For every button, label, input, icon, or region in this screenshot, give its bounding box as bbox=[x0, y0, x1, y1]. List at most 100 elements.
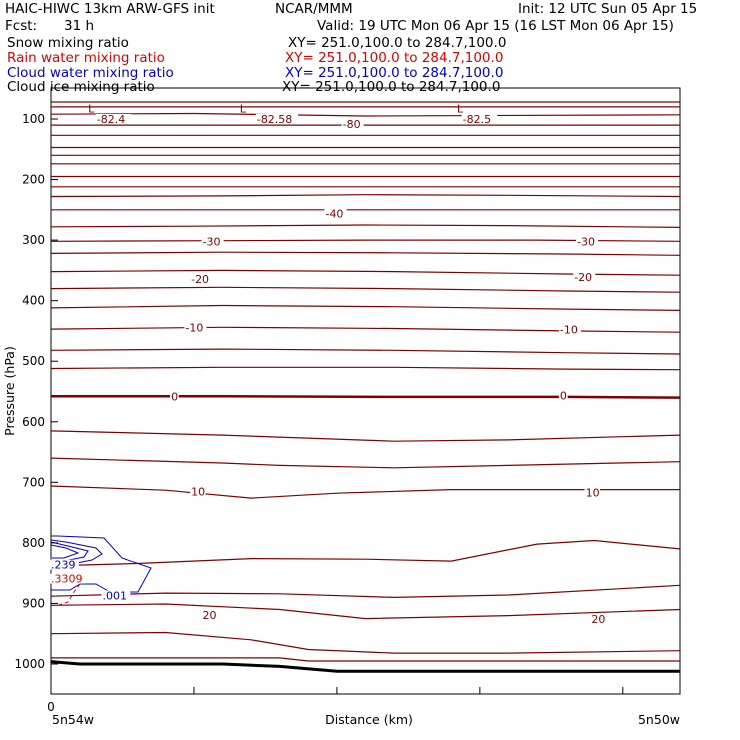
contour-label: 20 bbox=[591, 613, 605, 626]
temperature-contour-line bbox=[51, 395, 681, 399]
contour-label-backing bbox=[255, 114, 299, 124]
contour-label: -10 bbox=[560, 324, 578, 337]
temperature-contour-line bbox=[50, 430, 681, 442]
contour-label: -20 bbox=[574, 271, 592, 284]
temperature-contour-line bbox=[50, 251, 681, 256]
temperature-contour-line bbox=[50, 603, 681, 620]
contour-label-backing bbox=[461, 114, 498, 124]
model-title: HAIC-HIWC 13km ARW-GFS init bbox=[5, 1, 215, 17]
contour-label: L bbox=[240, 103, 247, 116]
contour-label-backing bbox=[201, 609, 217, 620]
contour-label-backing bbox=[50, 559, 79, 570]
field-xy-rain: XY= 251.0,100.0 to 284.7,100.0 bbox=[285, 50, 504, 66]
x-tick-label: 0 bbox=[47, 700, 55, 714]
contour-label: 10 bbox=[586, 487, 600, 500]
contour-label: .3309 bbox=[51, 573, 83, 586]
contour-label-backing bbox=[590, 614, 606, 625]
field-label-snow: Snow mixing ratio bbox=[7, 35, 129, 51]
temperature-contour-line bbox=[50, 326, 681, 333]
y-tick-label: 900 bbox=[22, 596, 45, 610]
contour-label-backing bbox=[341, 118, 364, 129]
y-tick-label: 700 bbox=[22, 475, 45, 489]
contour-label: -30 bbox=[203, 235, 221, 248]
x-start-label: 5n54w bbox=[52, 712, 94, 727]
temperature-contours bbox=[50, 101, 681, 673]
temperature-contour-line bbox=[50, 304, 681, 311]
contour-label: -82.5 bbox=[463, 113, 491, 126]
contour-label: -10 bbox=[185, 321, 203, 334]
temperature-contour-line bbox=[50, 631, 681, 654]
contour-label-backing bbox=[50, 573, 86, 584]
field-label-cloud-ice: Cloud ice mixing ratio bbox=[7, 79, 155, 95]
temperature-contour-line bbox=[50, 269, 681, 276]
temperature-contour-line bbox=[50, 348, 681, 355]
contour-label-backing bbox=[558, 390, 568, 401]
field-xy-cloud-ice: XY= 251.0,100.0 to 284.7,100.0 bbox=[282, 79, 501, 95]
temperature-contour-line bbox=[50, 224, 681, 228]
contour-label-backing bbox=[573, 272, 596, 283]
contour-label-backing bbox=[170, 391, 179, 402]
contour-label-backing bbox=[201, 236, 224, 247]
contour-label: -82.4 bbox=[97, 113, 125, 126]
contour-label: .001 bbox=[102, 590, 127, 603]
contour-label: 0 bbox=[171, 390, 178, 403]
y-axis-label: Pressure (hPa) bbox=[2, 346, 17, 436]
rain-water-contours bbox=[55, 583, 81, 607]
org-label: NCAR/MMM bbox=[275, 1, 353, 17]
contour-label-backing bbox=[184, 322, 207, 333]
contour-label: -40 bbox=[325, 207, 343, 220]
ground-surface-line bbox=[50, 660, 680, 673]
plot-frame bbox=[50, 87, 681, 695]
init-time: Init: 12 UTC Sun 05 Apr 15 bbox=[518, 1, 698, 17]
contour-label: -20 bbox=[191, 273, 209, 286]
temperature-contour-line bbox=[50, 457, 681, 469]
contour-label-backing bbox=[584, 487, 601, 498]
contour-label: 10 bbox=[191, 485, 205, 498]
temperature-contour-line bbox=[50, 539, 681, 567]
temperature-contour-line bbox=[50, 485, 680, 499]
field-label-rain: Rain water mixing ratio bbox=[7, 50, 165, 66]
contour-label-backing bbox=[190, 486, 206, 497]
x-axis: 0 bbox=[47, 687, 624, 714]
contour-label: L bbox=[88, 103, 95, 116]
contour-label: L bbox=[457, 103, 464, 116]
cloud-water-contour bbox=[51, 535, 152, 593]
y-tick-label: 1000 bbox=[14, 657, 45, 671]
y-tick-label: 300 bbox=[22, 233, 45, 247]
temperature-contour-line bbox=[50, 366, 681, 371]
temperature-contour-line bbox=[51, 657, 680, 662]
contour-labels: L-82.4L-82.58 -80L-82.5-40-30 -30-20 -20-10… bbox=[50, 103, 606, 626]
contour-label: 20 bbox=[203, 609, 217, 622]
y-tick-label: 100 bbox=[22, 112, 45, 126]
temperature-contour-line bbox=[50, 286, 681, 293]
contour-label-backing bbox=[95, 114, 132, 124]
temperature-contour-line bbox=[50, 112, 681, 117]
contour-label-backing bbox=[190, 273, 213, 284]
y-tick-label: 500 bbox=[22, 354, 45, 368]
y-tick-label: 200 bbox=[22, 173, 45, 187]
temperature-contour-line bbox=[50, 584, 681, 599]
contour-label: -30 bbox=[577, 235, 595, 248]
y-tick-label: 400 bbox=[22, 294, 45, 308]
contour-label-backing bbox=[558, 324, 582, 335]
x-end-label: 5n50w bbox=[638, 712, 680, 727]
y-axis: 100 200 300 400 500 600 700 800 900 1000 bbox=[14, 112, 58, 671]
cloud-water-contour bbox=[50, 544, 80, 559]
forecast-label: Fcst: bbox=[5, 18, 38, 34]
y-tick-label: 800 bbox=[22, 536, 45, 550]
field-xy-cloud-water: XY= 251.0,100.0 to 284.7,100.0 bbox=[285, 65, 504, 81]
contour-label: 0 bbox=[560, 390, 567, 403]
temperature-contour-line bbox=[50, 194, 681, 198]
rain-water-contour bbox=[55, 583, 81, 607]
contour-label: -80 bbox=[343, 118, 361, 131]
x-axis-label: Distance (km) bbox=[325, 712, 413, 727]
y-tick-label: 600 bbox=[22, 415, 45, 429]
contour-label-backing bbox=[101, 590, 131, 601]
forecast-hours: 31 h bbox=[64, 18, 95, 34]
valid-time: Valid: 19 UTC Mon 06 Apr 15 (16 LST Mon … bbox=[317, 18, 674, 34]
contour-label: -82.58 bbox=[257, 113, 292, 126]
contour-label: .239 bbox=[51, 559, 76, 572]
field-xy-snow: XY= 251.0,100.0 to 284.7,100.0 bbox=[288, 35, 507, 51]
field-label-cloud-water: Cloud water mixing ratio bbox=[7, 65, 174, 81]
